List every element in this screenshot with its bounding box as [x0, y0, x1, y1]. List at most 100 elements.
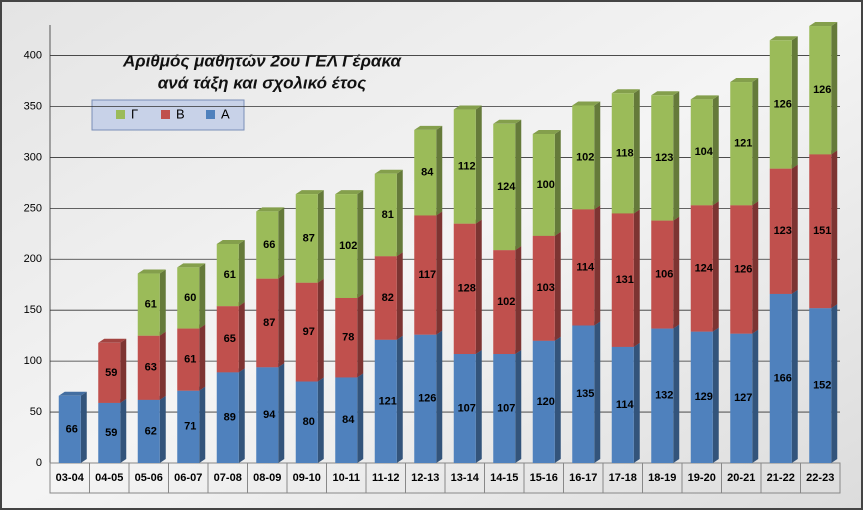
y-tick-label: 150: [24, 304, 42, 316]
bar-top: [256, 207, 285, 212]
y-tick-label: 0: [36, 457, 42, 469]
bar: [769, 168, 792, 294]
bar: [493, 250, 516, 355]
x-tick-label: 14-15: [490, 472, 518, 484]
data-label: 59: [105, 367, 117, 379]
bar-side: [633, 89, 640, 214]
bar: [216, 244, 239, 307]
bar-side: [752, 201, 759, 334]
bar-top: [572, 101, 601, 106]
bar: [137, 273, 160, 336]
bar: [532, 133, 555, 236]
bar: [374, 173, 397, 257]
bar-side: [238, 240, 245, 307]
bar: [651, 220, 674, 329]
data-label: 127: [734, 392, 752, 404]
bar-top: [295, 190, 324, 195]
bar-side: [317, 377, 324, 463]
legend-swatch: [116, 110, 125, 119]
data-label: 114: [576, 261, 595, 273]
x-tick-label: 20-21: [727, 472, 755, 484]
bar-side: [199, 386, 206, 463]
data-label: 126: [734, 263, 752, 275]
bar: [651, 328, 674, 463]
data-label: 120: [537, 396, 555, 408]
bar: [769, 293, 792, 463]
data-label: 103: [537, 282, 555, 294]
bar-side: [199, 324, 206, 391]
bar-side: [357, 373, 364, 463]
x-tick-label: 08-09: [253, 472, 281, 484]
bar-side: [120, 398, 127, 463]
chart-subtitle: ανά τάξη και σχολικό έτος: [158, 73, 366, 92]
y-tick-label: 200: [24, 253, 42, 265]
data-label: 124: [695, 262, 714, 274]
bar-side: [436, 330, 443, 463]
data-label: 106: [655, 268, 673, 280]
data-label: 94: [263, 409, 276, 421]
bar-side: [238, 368, 245, 463]
data-label: 89: [224, 412, 236, 424]
data-label: 107: [497, 402, 515, 414]
x-tick-label: 09-10: [293, 472, 321, 484]
bar-top: [216, 240, 245, 244]
data-label: 114: [616, 399, 635, 411]
data-label: 61: [184, 354, 196, 366]
bar: [730, 333, 753, 463]
data-label: 97: [303, 326, 315, 338]
bar: [295, 282, 318, 382]
bar: [177, 267, 200, 329]
bar-side: [791, 164, 798, 294]
bar-side: [752, 329, 759, 463]
data-label: 61: [145, 299, 157, 311]
bar: [374, 339, 397, 463]
data-label: 121: [734, 138, 752, 150]
data-label: 78: [342, 332, 354, 344]
bar: [730, 205, 753, 334]
data-label: 61: [224, 269, 236, 281]
bar: [690, 99, 713, 206]
bar-side: [436, 211, 443, 335]
bar: [651, 95, 674, 221]
x-tick-label: 06-07: [174, 472, 202, 484]
legend-label: B: [176, 106, 185, 121]
bar-side: [278, 274, 285, 368]
data-label: 129: [695, 391, 713, 403]
bar-side: [238, 302, 245, 373]
bar-side: [712, 95, 719, 206]
data-label: 66: [263, 239, 275, 251]
bar: [177, 328, 200, 391]
data-label: 121: [379, 395, 397, 407]
bar-side: [515, 350, 522, 463]
bar-side: [673, 216, 680, 329]
bar-side: [633, 209, 640, 347]
bar: [335, 377, 358, 463]
bar-side: [791, 36, 798, 169]
y-tick-label: 350: [24, 100, 42, 112]
bar-side: [791, 289, 798, 463]
data-label: 104: [695, 146, 714, 158]
bar-side: [396, 169, 403, 257]
data-label: 152: [813, 379, 831, 391]
bar: [690, 331, 713, 463]
bar-side: [278, 363, 285, 463]
x-tick-label: 12-13: [411, 472, 439, 484]
data-label: 123: [774, 225, 792, 237]
bar-side: [159, 395, 166, 463]
data-label: 65: [224, 333, 236, 345]
bar: [493, 354, 516, 463]
x-tick-label: 10-11: [332, 472, 360, 484]
bar: [493, 123, 516, 251]
bar-top: [374, 169, 403, 174]
x-tick-label: 21-22: [767, 472, 795, 484]
x-tick-label: 16-17: [569, 472, 597, 484]
bar: [414, 215, 437, 335]
bar: [256, 211, 279, 279]
bar-side: [396, 252, 403, 340]
data-label: 123: [655, 152, 673, 164]
bar-top: [177, 263, 206, 268]
data-label: 82: [382, 292, 394, 304]
data-label: 112: [458, 160, 476, 172]
x-tick-label: 11-12: [372, 472, 400, 484]
